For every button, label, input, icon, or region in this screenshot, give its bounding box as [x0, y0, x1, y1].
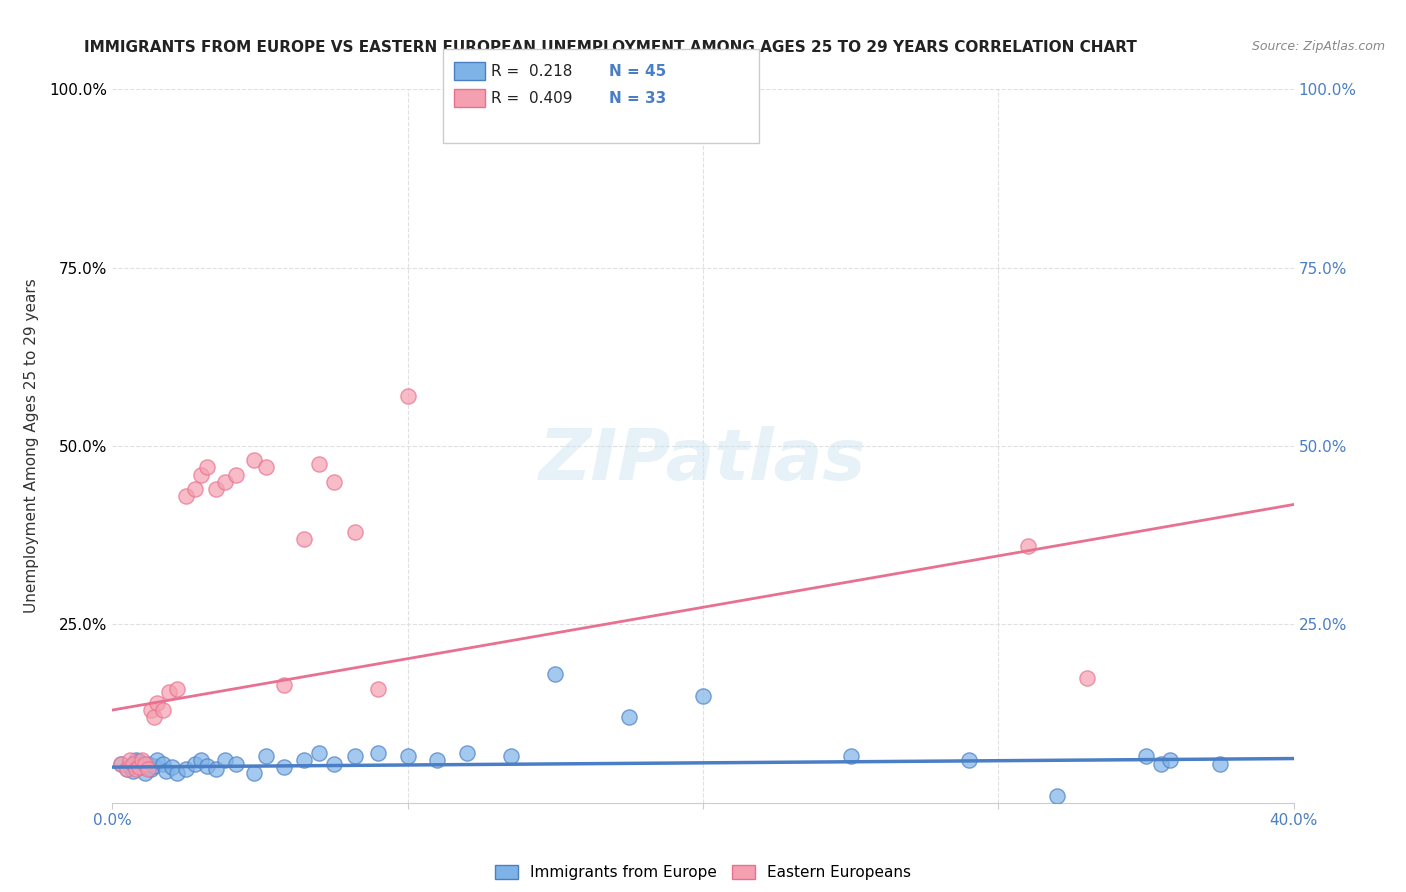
Point [426, 753, 449, 767]
Point [367, 681, 389, 696]
Point [243, 765, 266, 780]
Point [120, 753, 142, 767]
Point [225, 467, 247, 482]
Point [174, 762, 197, 776]
Point [225, 756, 247, 771]
Point [166, 765, 188, 780]
Point [1076, 671, 1098, 685]
Point [128, 755, 150, 769]
Point [120, 758, 142, 772]
Point [1046, 789, 1069, 803]
Point [117, 762, 138, 776]
Point [146, 753, 169, 767]
Point [273, 760, 295, 774]
Point [292, 753, 315, 767]
Point [323, 475, 346, 489]
Point [214, 753, 236, 767]
Point [136, 756, 159, 771]
Point [152, 703, 174, 717]
Point [157, 685, 180, 699]
Point [110, 756, 132, 771]
Point [1150, 756, 1173, 771]
Point [160, 760, 183, 774]
Point [155, 764, 177, 778]
Point [184, 482, 207, 496]
Point [142, 710, 165, 724]
Point [692, 689, 714, 703]
Point [166, 681, 188, 696]
Point [117, 762, 138, 776]
Point [184, 756, 207, 771]
Point [957, 753, 980, 767]
Point [343, 749, 366, 764]
Point [343, 524, 366, 539]
Point [456, 746, 478, 760]
Point [131, 753, 153, 767]
Point [205, 762, 228, 776]
Point [1017, 539, 1039, 553]
Text: IMMIGRANTS FROM EUROPE VS EASTERN EUROPEAN UNEMPLOYMENT AMONG AGES 25 TO 29 YEAR: IMMIGRANTS FROM EUROPE VS EASTERN EUROPE… [84, 40, 1137, 55]
Point [323, 756, 346, 771]
Text: R =  0.218: R = 0.218 [491, 64, 572, 78]
Point [396, 389, 419, 403]
Point [190, 467, 212, 482]
Point [125, 762, 148, 776]
Point [190, 753, 212, 767]
Text: R =  0.409: R = 0.409 [491, 91, 572, 105]
Point [214, 475, 236, 489]
Point [839, 749, 862, 764]
Point [254, 460, 277, 475]
Point [544, 667, 567, 681]
Point [1135, 749, 1157, 764]
Point [195, 758, 218, 772]
Point [131, 760, 153, 774]
Text: N = 33: N = 33 [609, 91, 666, 105]
Point [142, 758, 165, 772]
Point [134, 756, 156, 771]
Point [205, 482, 228, 496]
Text: N = 45: N = 45 [609, 64, 666, 78]
Point [1159, 753, 1181, 767]
Point [122, 756, 145, 771]
Point [128, 760, 150, 774]
Point [367, 746, 389, 760]
Text: Source: ZipAtlas.com: Source: ZipAtlas.com [1251, 40, 1385, 54]
Point [1208, 756, 1232, 771]
Point [195, 460, 218, 475]
Point [110, 756, 132, 771]
Point [273, 678, 295, 692]
Point [125, 753, 148, 767]
Point [243, 453, 266, 467]
Point [139, 762, 162, 776]
Y-axis label: Unemployment Among Ages 25 to 29 years: Unemployment Among Ages 25 to 29 years [24, 278, 38, 614]
Point [122, 764, 145, 778]
Point [501, 749, 523, 764]
Point [619, 710, 641, 724]
Point [134, 765, 156, 780]
Point [396, 749, 419, 764]
Point [139, 703, 162, 717]
Text: ZIPatlas: ZIPatlas [540, 425, 866, 495]
Point [152, 756, 174, 771]
Point [308, 746, 330, 760]
Point [136, 762, 159, 776]
Point [254, 749, 277, 764]
Point [308, 457, 330, 471]
Legend: Immigrants from Europe, Eastern Europeans: Immigrants from Europe, Eastern European… [486, 857, 920, 888]
Point [146, 696, 169, 710]
Point [292, 532, 315, 546]
Point [174, 489, 197, 503]
